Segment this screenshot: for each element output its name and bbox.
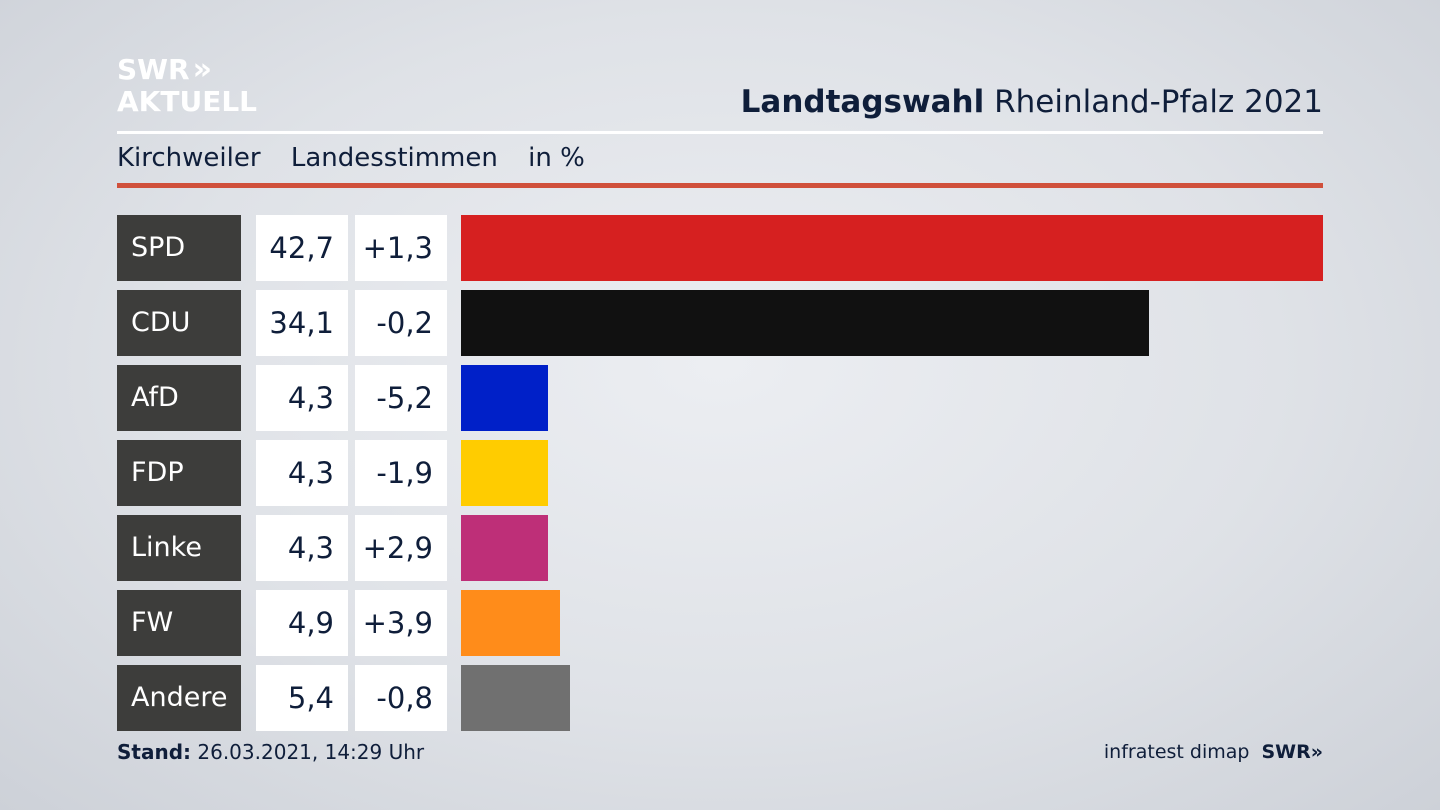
- stand-label: Stand:: [117, 740, 192, 764]
- logo-swr-text: SWR: [117, 53, 190, 86]
- stand-value: 26.03.2021, 14:29 Uhr: [197, 740, 425, 764]
- result-bar: [461, 215, 1323, 281]
- chart-row: SPD 42,7 +1,3: [117, 215, 1323, 281]
- party-label: SPD: [117, 215, 241, 281]
- party-label: AfD: [117, 365, 241, 431]
- logo-aktuell-text: AKTUELL: [117, 85, 258, 118]
- vote-change-value: +1,3: [355, 215, 447, 281]
- vote-change-value: +2,9: [355, 515, 447, 581]
- vote-share-value: 42,7: [256, 215, 348, 281]
- chart-row: Linke 4,3 +2,9: [117, 515, 1323, 581]
- swr-aktuell-logo: SWR» AKTUELL: [117, 54, 257, 118]
- chart-row: FW 4,9 +3,9: [117, 590, 1323, 656]
- result-bar: [461, 440, 548, 506]
- chart-row: AfD 4,3 -5,2: [117, 365, 1323, 431]
- vote-type-label: Landesstimmen: [290, 143, 498, 173]
- result-bar: [461, 590, 560, 656]
- vote-change-value: -0,2: [355, 290, 447, 356]
- vote-change-value: -1,9: [355, 440, 447, 506]
- party-label: Andere: [117, 665, 241, 731]
- source-label: infratest dimap: [1103, 741, 1250, 763]
- party-label: FW: [117, 590, 241, 656]
- title-rest: Rheinland-Pfalz 2021: [994, 84, 1323, 120]
- location-label: Kirchweiler: [117, 143, 261, 173]
- page-title: Landtagswahl Rheinland-Pfalz 2021: [741, 84, 1323, 120]
- result-bar: [461, 290, 1149, 356]
- vote-share-value: 5,4: [256, 665, 348, 731]
- chart-row: CDU 34,1 -0,2: [117, 290, 1323, 356]
- timestamp: Stand: 26.03.2021, 14:29 Uhr: [117, 740, 424, 764]
- header-divider: [117, 131, 1323, 134]
- chart-row: Andere 5,4 -0,8: [117, 665, 1323, 731]
- vote-share-value: 4,9: [256, 590, 348, 656]
- result-bar: [461, 365, 548, 431]
- vote-share-value: 4,3: [256, 365, 348, 431]
- vote-share-value: 34,1: [256, 290, 348, 356]
- party-label: CDU: [117, 290, 241, 356]
- logo-arrows-icon: »: [192, 52, 212, 87]
- party-label: FDP: [117, 440, 241, 506]
- accent-divider: [117, 183, 1323, 188]
- vote-share-value: 4,3: [256, 440, 348, 506]
- title-bold: Landtagswahl: [740, 84, 985, 120]
- result-bar: [461, 515, 548, 581]
- vote-share-value: 4,3: [256, 515, 348, 581]
- source-credit: infratest dimap SWR»: [1104, 741, 1323, 763]
- unit-label: in %: [528, 143, 585, 173]
- vote-change-value: -5,2: [355, 365, 447, 431]
- swr-footer-logo: SWR»: [1261, 741, 1323, 763]
- subheader: Kirchweiler Landesstimmen in %: [117, 143, 607, 173]
- result-bar: [461, 665, 570, 731]
- party-label: Linke: [117, 515, 241, 581]
- vote-change-value: -0,8: [355, 665, 447, 731]
- chart-row: FDP 4,3 -1,9: [117, 440, 1323, 506]
- vote-change-value: +3,9: [355, 590, 447, 656]
